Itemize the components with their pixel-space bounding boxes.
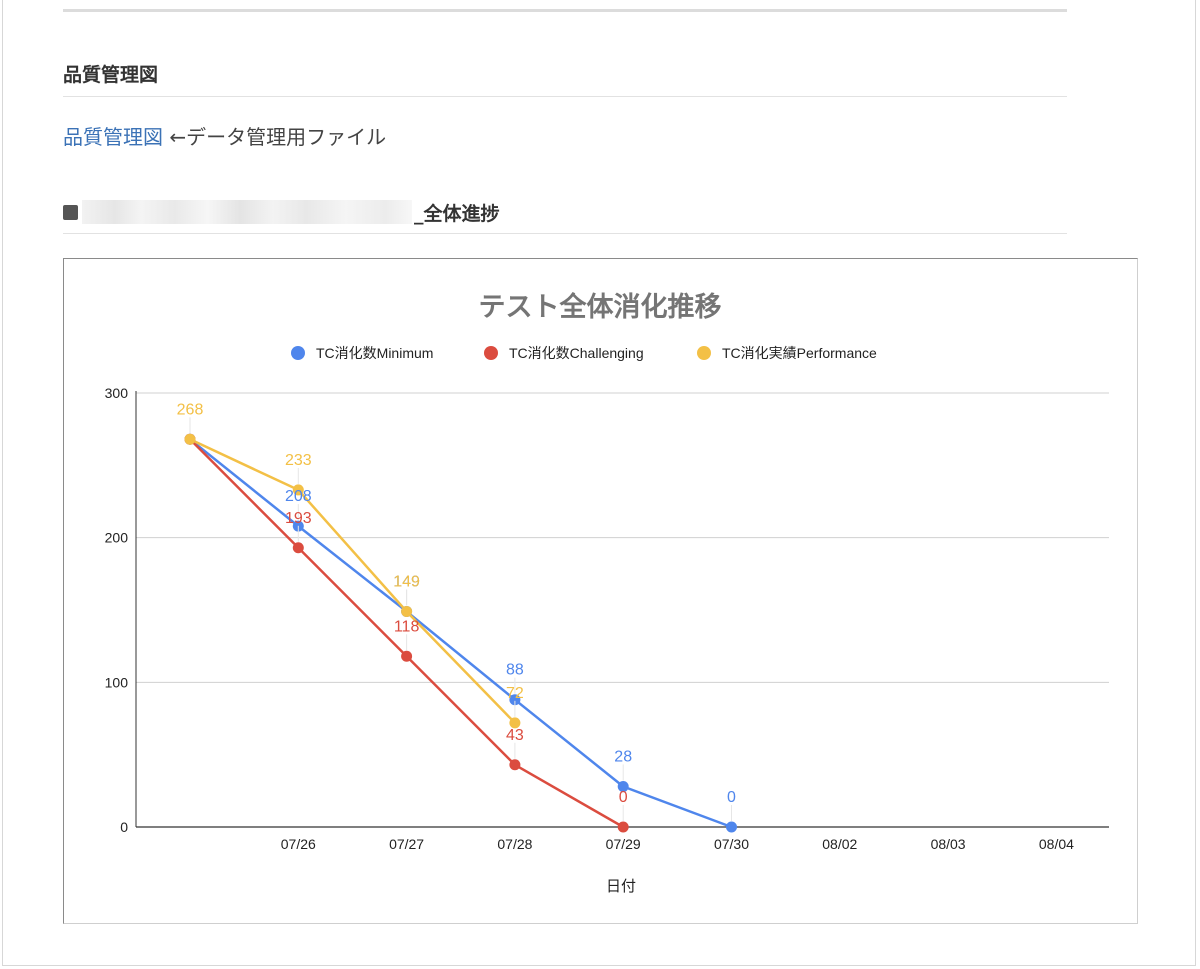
link-line: 品質管理図 ←データ管理用ファイル <box>63 121 386 150</box>
series-line <box>189 438 732 829</box>
y-tick-label: 0 <box>120 819 128 835</box>
data-label: 149 <box>393 573 420 590</box>
legend-label: TC消化実績Performance <box>722 345 877 361</box>
data-point <box>617 780 629 792</box>
y-tick-label: 300 <box>105 385 129 401</box>
x-tick-label: 08/03 <box>931 836 966 852</box>
x-tick-label: 08/04 <box>1039 836 1074 852</box>
y-tick-label: 200 <box>105 530 129 546</box>
chart-container: テスト全体消化推移 TC消化数Minimum TC消化数Challenging TC… <box>63 258 1138 924</box>
data-point <box>292 542 304 554</box>
chart-legend: TC消化数Minimum TC消化数Challenging TC消化実績Perfor… <box>291 345 877 361</box>
legend-label: TC消化数Minimum <box>316 345 433 361</box>
page-heading: 品質管理図 <box>63 64 159 86</box>
data-label: 43 <box>506 727 524 744</box>
legend-marker <box>291 346 305 360</box>
x-axis-label: 日付 <box>606 878 636 895</box>
data-label: 88 <box>506 662 524 679</box>
x-tick-label: 07/26 <box>281 836 316 852</box>
x-tick-label: 08/02 <box>822 836 857 852</box>
x-tick-label: 07/28 <box>497 836 532 852</box>
data-point <box>509 759 521 771</box>
link-description: ←データ管理用ファイル <box>163 125 387 149</box>
section-title: _全体進捗 <box>63 198 500 226</box>
data-label: 0 <box>619 789 628 806</box>
line-chart: テスト全体消化推移 TC消化数Minimum TC消化数Challenging TC… <box>105 291 1109 895</box>
data-point <box>617 821 629 833</box>
section-divider <box>63 233 1067 234</box>
quality-chart-link[interactable]: 品質管理図 <box>63 125 163 149</box>
data-point <box>401 650 413 662</box>
y-axis-ticks: 0 100 200 300 <box>105 385 129 835</box>
data-label: 268 <box>177 401 204 418</box>
data-point <box>509 717 521 729</box>
x-tick-label: 07/27 <box>389 836 424 852</box>
data-label: 0 <box>727 789 736 806</box>
x-tick-label: 07/29 <box>606 836 641 852</box>
heading-divider <box>63 96 1067 97</box>
redacted-marker <box>63 204 78 220</box>
x-axis-ticks: 07/26 07/27 07/28 07/29 07/30 08/02 08/03 08/04 <box>281 836 1074 852</box>
chart-title: テスト全体消化推移 <box>479 291 722 322</box>
data-point <box>509 694 521 706</box>
top-divider <box>63 9 1067 12</box>
data-label: 72 <box>506 685 524 702</box>
legend-marker <box>484 346 498 360</box>
legend-marker <box>697 346 711 360</box>
series-line <box>189 438 516 724</box>
data-label: 118 <box>394 618 420 635</box>
x-tick-label: 07/30 <box>714 836 749 852</box>
y-tick-label: 100 <box>105 674 129 690</box>
redacted-project-name <box>82 200 412 224</box>
chart-series <box>184 433 737 833</box>
section-title-suffix: _全体進捗 <box>414 202 500 225</box>
data-point <box>184 433 196 445</box>
data-label: 193 <box>285 510 312 527</box>
data-point <box>292 484 304 496</box>
data-label: 28 <box>614 748 632 765</box>
data-point <box>726 821 737 833</box>
legend-label: TC消化数Challenging <box>509 345 644 361</box>
data-point <box>401 605 413 617</box>
data-label: 149 <box>393 573 420 590</box>
data-label: 233 <box>285 452 312 469</box>
data-label: 208 <box>285 488 312 505</box>
